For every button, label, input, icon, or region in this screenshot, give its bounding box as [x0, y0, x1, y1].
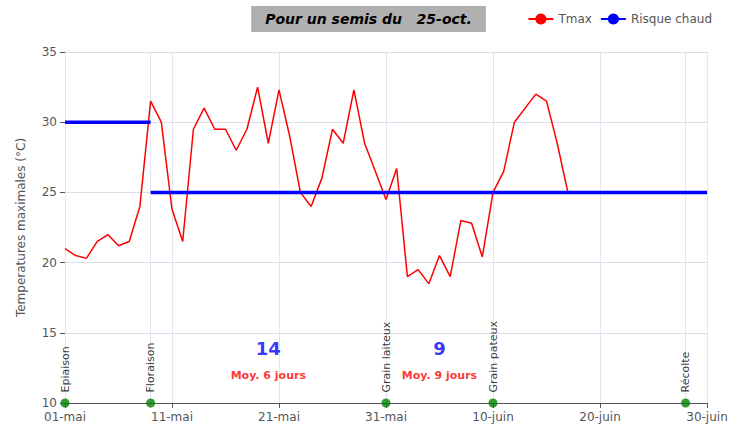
svg-text:Moy. 6 jours: Moy. 6 jours — [231, 369, 307, 382]
svg-text:30: 30 — [42, 115, 57, 129]
svg-text:Grain laiteux: Grain laiteux — [380, 321, 393, 392]
svg-text:Floraison: Floraison — [144, 343, 157, 393]
svg-text:Tmax: Tmax — [557, 12, 591, 26]
svg-text:25: 25 — [42, 185, 57, 199]
svg-text:31-mai: 31-mai — [365, 410, 407, 424]
svg-text:15: 15 — [42, 326, 57, 340]
svg-text:9: 9 — [433, 338, 446, 359]
svg-text:Temperatures maximales (°C): Temperatures maximales (°C) — [14, 138, 28, 318]
svg-text:Grain pateux: Grain pateux — [487, 320, 500, 392]
svg-text:21-mai: 21-mai — [258, 410, 300, 424]
svg-text:11-mai: 11-mai — [151, 410, 193, 424]
svg-text:Moy. 9 jours: Moy. 9 jours — [402, 369, 478, 382]
svg-text:30-juin: 30-juin — [686, 410, 727, 424]
svg-text:01-mai: 01-mai — [44, 410, 86, 424]
svg-text:Pour un semis du 25-oct.: Pour un semis du 25-oct. — [265, 11, 472, 27]
svg-text:Risque chaud: Risque chaud — [631, 12, 712, 26]
svg-text:10: 10 — [42, 396, 57, 410]
svg-text:14: 14 — [256, 338, 281, 359]
svg-text:35: 35 — [42, 45, 57, 59]
svg-text:Récolte: Récolte — [679, 351, 692, 392]
svg-text:10-juin: 10-juin — [472, 410, 513, 424]
svg-text:20: 20 — [42, 256, 57, 270]
svg-text:Epiaison: Epiaison — [59, 346, 72, 392]
svg-text:20-juin: 20-juin — [579, 410, 620, 424]
